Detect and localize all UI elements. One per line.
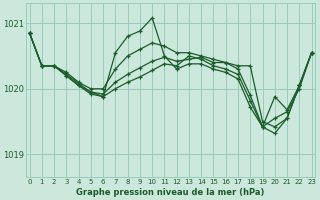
X-axis label: Graphe pression niveau de la mer (hPa): Graphe pression niveau de la mer (hPa): [76, 188, 265, 197]
